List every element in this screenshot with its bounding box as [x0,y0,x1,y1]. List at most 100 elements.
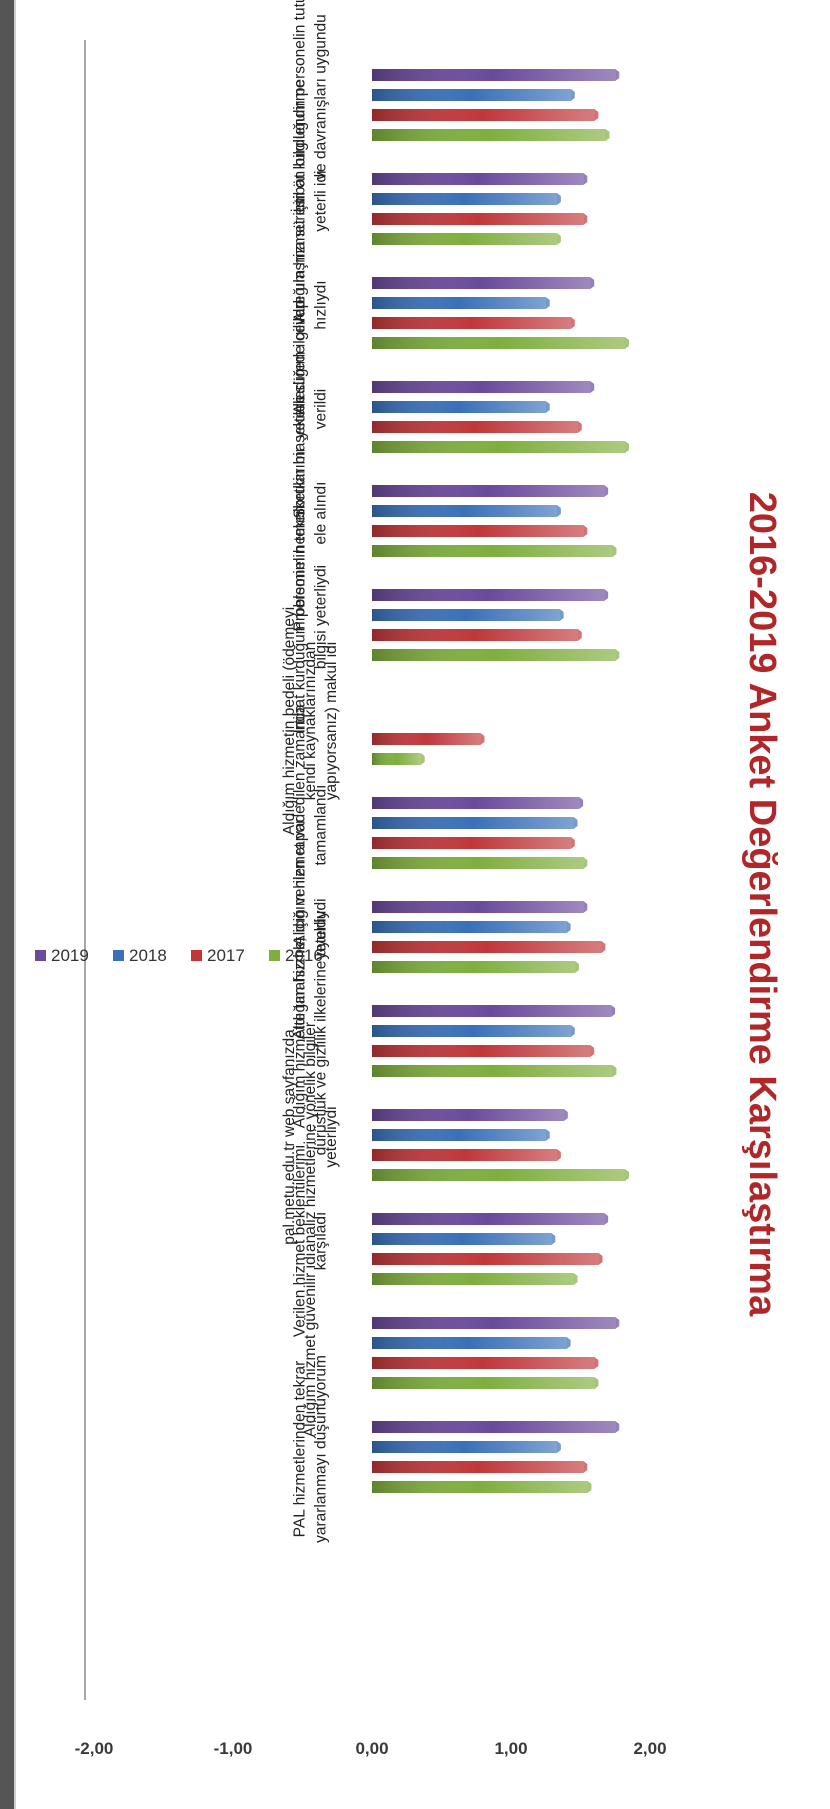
legend-item-2019: 2019 [35,946,89,965]
legend-group: 2019 2018 2017 2016 [35,946,323,965]
legend-swatch [191,950,202,961]
bar-2018 [372,505,561,517]
category-label-line: Aldığım hizmet için verilen rapor [292,819,309,1040]
category-label-line: karşıladı [313,1212,330,1271]
category-label: Aldığım hizmet güvenilir idi [302,1253,319,1437]
bar-2016 [372,1481,592,1493]
category-label-line: yeterliydi [323,1106,340,1167]
tick-label: -2,00 [75,1739,114,1758]
legend-item-2017: 2017 [191,946,245,965]
bar-2018 [371,1025,575,1037]
bar-2018 [372,1337,571,1349]
category-label: İrtibat kurduğum personelin tutum ve davr… [291,0,330,212]
category-labels: İrtibat kurduğum personelin tutum ve davr… [281,0,340,1543]
category-label-line: ve davranışları uygundu [313,14,330,179]
bar-2016 [372,233,561,245]
category-label: pal.metu.edu.tr web sayfanızda analiz hiz… [281,1022,340,1252]
bar-2018 [372,297,550,309]
bar-2016 [371,753,425,765]
category-label-line: Aradığım ilgililere ulaşma süresi [292,196,309,415]
bar-2017 [372,213,588,225]
category-label-line: Sorularıma yeterli sürede cevap [292,300,309,519]
bar-2018 [372,1233,556,1245]
category-label-line: Aldığım hizmet güvenilir idi [302,1253,319,1437]
bar-2019 [372,381,595,393]
bar-2016 [372,129,610,141]
bar-2019 [372,1421,620,1433]
bar-2018 [372,921,571,933]
category-label-line: PAL hizmetlerinden tekrar [292,1361,309,1538]
bar-2019 [372,69,620,81]
bar-2017 [371,317,575,329]
bar-2016 [372,857,588,869]
chart-title: 2016-2019 Anket Değerlendirme Karşılaştı… [741,492,783,1317]
category-label-line: hızlıydı [313,280,330,329]
category-label-line: tamamlandı [313,785,330,866]
bar-2016 [372,1065,617,1077]
bar-2016 [372,961,579,973]
bar-2017 [372,733,485,745]
bar-2019 [372,1005,616,1017]
category-label-line: İrtibat kurduğum personelin teknik [291,500,309,733]
bar-2019 [372,277,595,289]
bar-2016 [372,441,629,453]
category-label-line: Problemim hemen etkin bir şekilde [292,395,309,632]
bar-2019 [372,1317,620,1329]
legend-item-2018: 2018 [113,946,167,965]
category-label-line: İrtibat kurduğum personelin tutum [291,0,309,212]
tick-label: -1,00 [214,1739,253,1758]
bar-2019 [372,901,588,913]
bar-2018 [372,401,550,413]
category-label: İrtibat kurduğum personelin teknik bilgis… [291,500,330,733]
category-label: Aldığım hizmet için verilen rapor yeterli… [292,819,330,1040]
bar-2017 [372,525,588,537]
bar-2017 [372,1149,561,1161]
legend-label: 2016 [285,946,323,965]
bar-2019 [372,485,609,497]
legend-item-2016: 2016 [269,946,323,965]
bar-2017 [371,837,575,849]
category-label: Aldığım hizmette tarafsızlık, dürüstlük v… [292,911,330,1156]
category-label-line: Aldığım hizmet vadedilen zamanda [292,704,309,946]
category-label-line: verildi [313,389,330,429]
bar-2016 [372,1377,599,1389]
bar-2017 [372,1253,603,1265]
bar-2019 [372,797,584,809]
category-label-line: Aldığım hizmetin bedeli (ödemeyi [281,607,298,835]
category-label-line: kendi kaynaklarınızdan [302,642,319,801]
category-label: PAL hizmetlerinden tekrar yararlanmayı dü… [292,1355,330,1543]
legend-swatch [113,950,124,961]
bar-2019 [372,589,609,601]
bar-2016 [372,1169,629,1181]
bar-2019 [372,173,588,185]
bar-2017 [372,629,582,641]
bar-2017 [372,1357,599,1369]
bar-2019 [372,1213,609,1225]
category-label-line: Aldığım hizmet için ön bilgilendirme [292,80,309,323]
bar-2018 [372,1441,561,1453]
bar-2016 [372,545,617,557]
category-label: Problemim hemen etkin bir şekilde ele alı… [292,395,330,632]
category-label: Aldığım hizmetin bedeli (ödemeyi kendi ka… [281,607,340,835]
legend-label: 2017 [207,946,245,965]
category-label: Aldığım hizmet vadedilen zamanda tamamlan… [292,704,330,946]
bar-2016 [372,337,629,349]
category-label-line: yeterliydi [313,898,330,959]
legend-swatch [35,950,46,961]
legend-label: 2019 [51,946,89,965]
bar-2016 [371,1273,578,1285]
tick-label: 0,00 [355,1739,388,1758]
bar-2018 [372,609,564,621]
bar-2018 [371,89,575,101]
category-label-line: Aldığım hizmette tarafsızlık, [292,938,309,1128]
legend: 2019 2018 2017 2016 [35,946,323,965]
bar-2017 [372,941,606,953]
legend-swatch [269,950,280,961]
bar-2017 [372,109,599,121]
category-label-line: analiz hizmetlerine yönelik bilgiler [302,1022,319,1252]
category-label-line: bilgisi yeterliydi [313,565,330,669]
bar-2017 [372,1461,588,1473]
value-axis: -2,00 -1,00 0,00 1,00 2,00 [75,40,667,1758]
